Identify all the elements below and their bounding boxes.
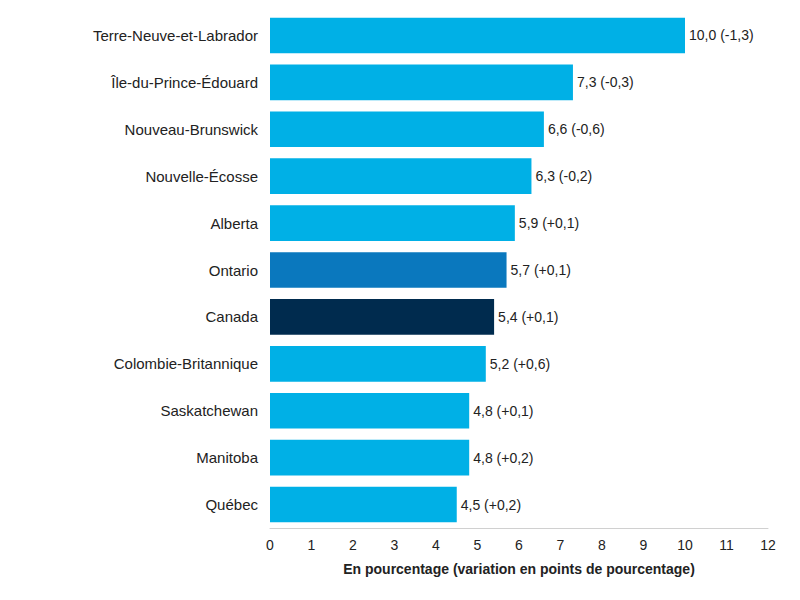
svg-text:En pourcentage (variation en p: En pourcentage (variation en points de p… [343,561,695,577]
svg-text:0: 0 [266,537,274,553]
svg-text:Terre-Neuve-et-Labrador: Terre-Neuve-et-Labrador [93,27,258,44]
svg-text:2: 2 [349,537,357,553]
svg-text:5,2 (+0,6): 5,2 (+0,6) [490,356,550,372]
svg-text:Ontario: Ontario [209,262,258,279]
svg-text:5,4 (+0,1): 5,4 (+0,1) [498,309,558,325]
svg-text:Manitoba: Manitoba [196,449,258,466]
svg-text:Nouveau-Brunswick: Nouveau-Brunswick [125,121,259,138]
svg-text:5,7 (+0,1): 5,7 (+0,1) [511,262,571,278]
svg-text:4: 4 [432,537,440,553]
svg-text:5,9 (+0,1): 5,9 (+0,1) [519,215,579,231]
svg-text:11: 11 [719,537,734,553]
svg-text:Saskatchewan: Saskatchewan [160,402,258,419]
svg-text:6,6 (-0,6): 6,6 (-0,6) [548,121,605,137]
svg-text:6,3 (-0,2): 6,3 (-0,2) [535,168,592,184]
svg-text:7,3 (-0,3): 7,3 (-0,3) [577,74,634,90]
svg-text:5: 5 [474,537,482,553]
svg-text:7: 7 [557,537,565,553]
svg-text:4,5 (+0,2): 4,5 (+0,2) [461,497,521,513]
svg-text:12: 12 [760,537,776,553]
svg-text:10,0 (-1,3): 10,0 (-1,3) [689,27,754,43]
svg-text:Canada: Canada [205,308,258,325]
svg-text:4,8 (+0,2): 4,8 (+0,2) [473,450,533,466]
svg-text:Québec: Québec [205,496,258,513]
svg-text:Île-du-Prince-Édouard: Île-du-Prince-Édouard [110,74,258,91]
svg-text:3: 3 [391,537,399,553]
svg-text:4,8 (+0,1): 4,8 (+0,1) [473,403,533,419]
svg-text:1: 1 [308,537,316,553]
svg-text:9: 9 [640,537,648,553]
svg-text:6: 6 [515,537,523,553]
svg-text:10: 10 [677,537,693,553]
svg-text:Nouvelle-Écosse: Nouvelle-Écosse [145,168,258,185]
svg-text:Alberta: Alberta [210,215,258,232]
svg-text:8: 8 [598,537,606,553]
svg-text:Colombie-Britannique: Colombie-Britannique [114,355,258,372]
